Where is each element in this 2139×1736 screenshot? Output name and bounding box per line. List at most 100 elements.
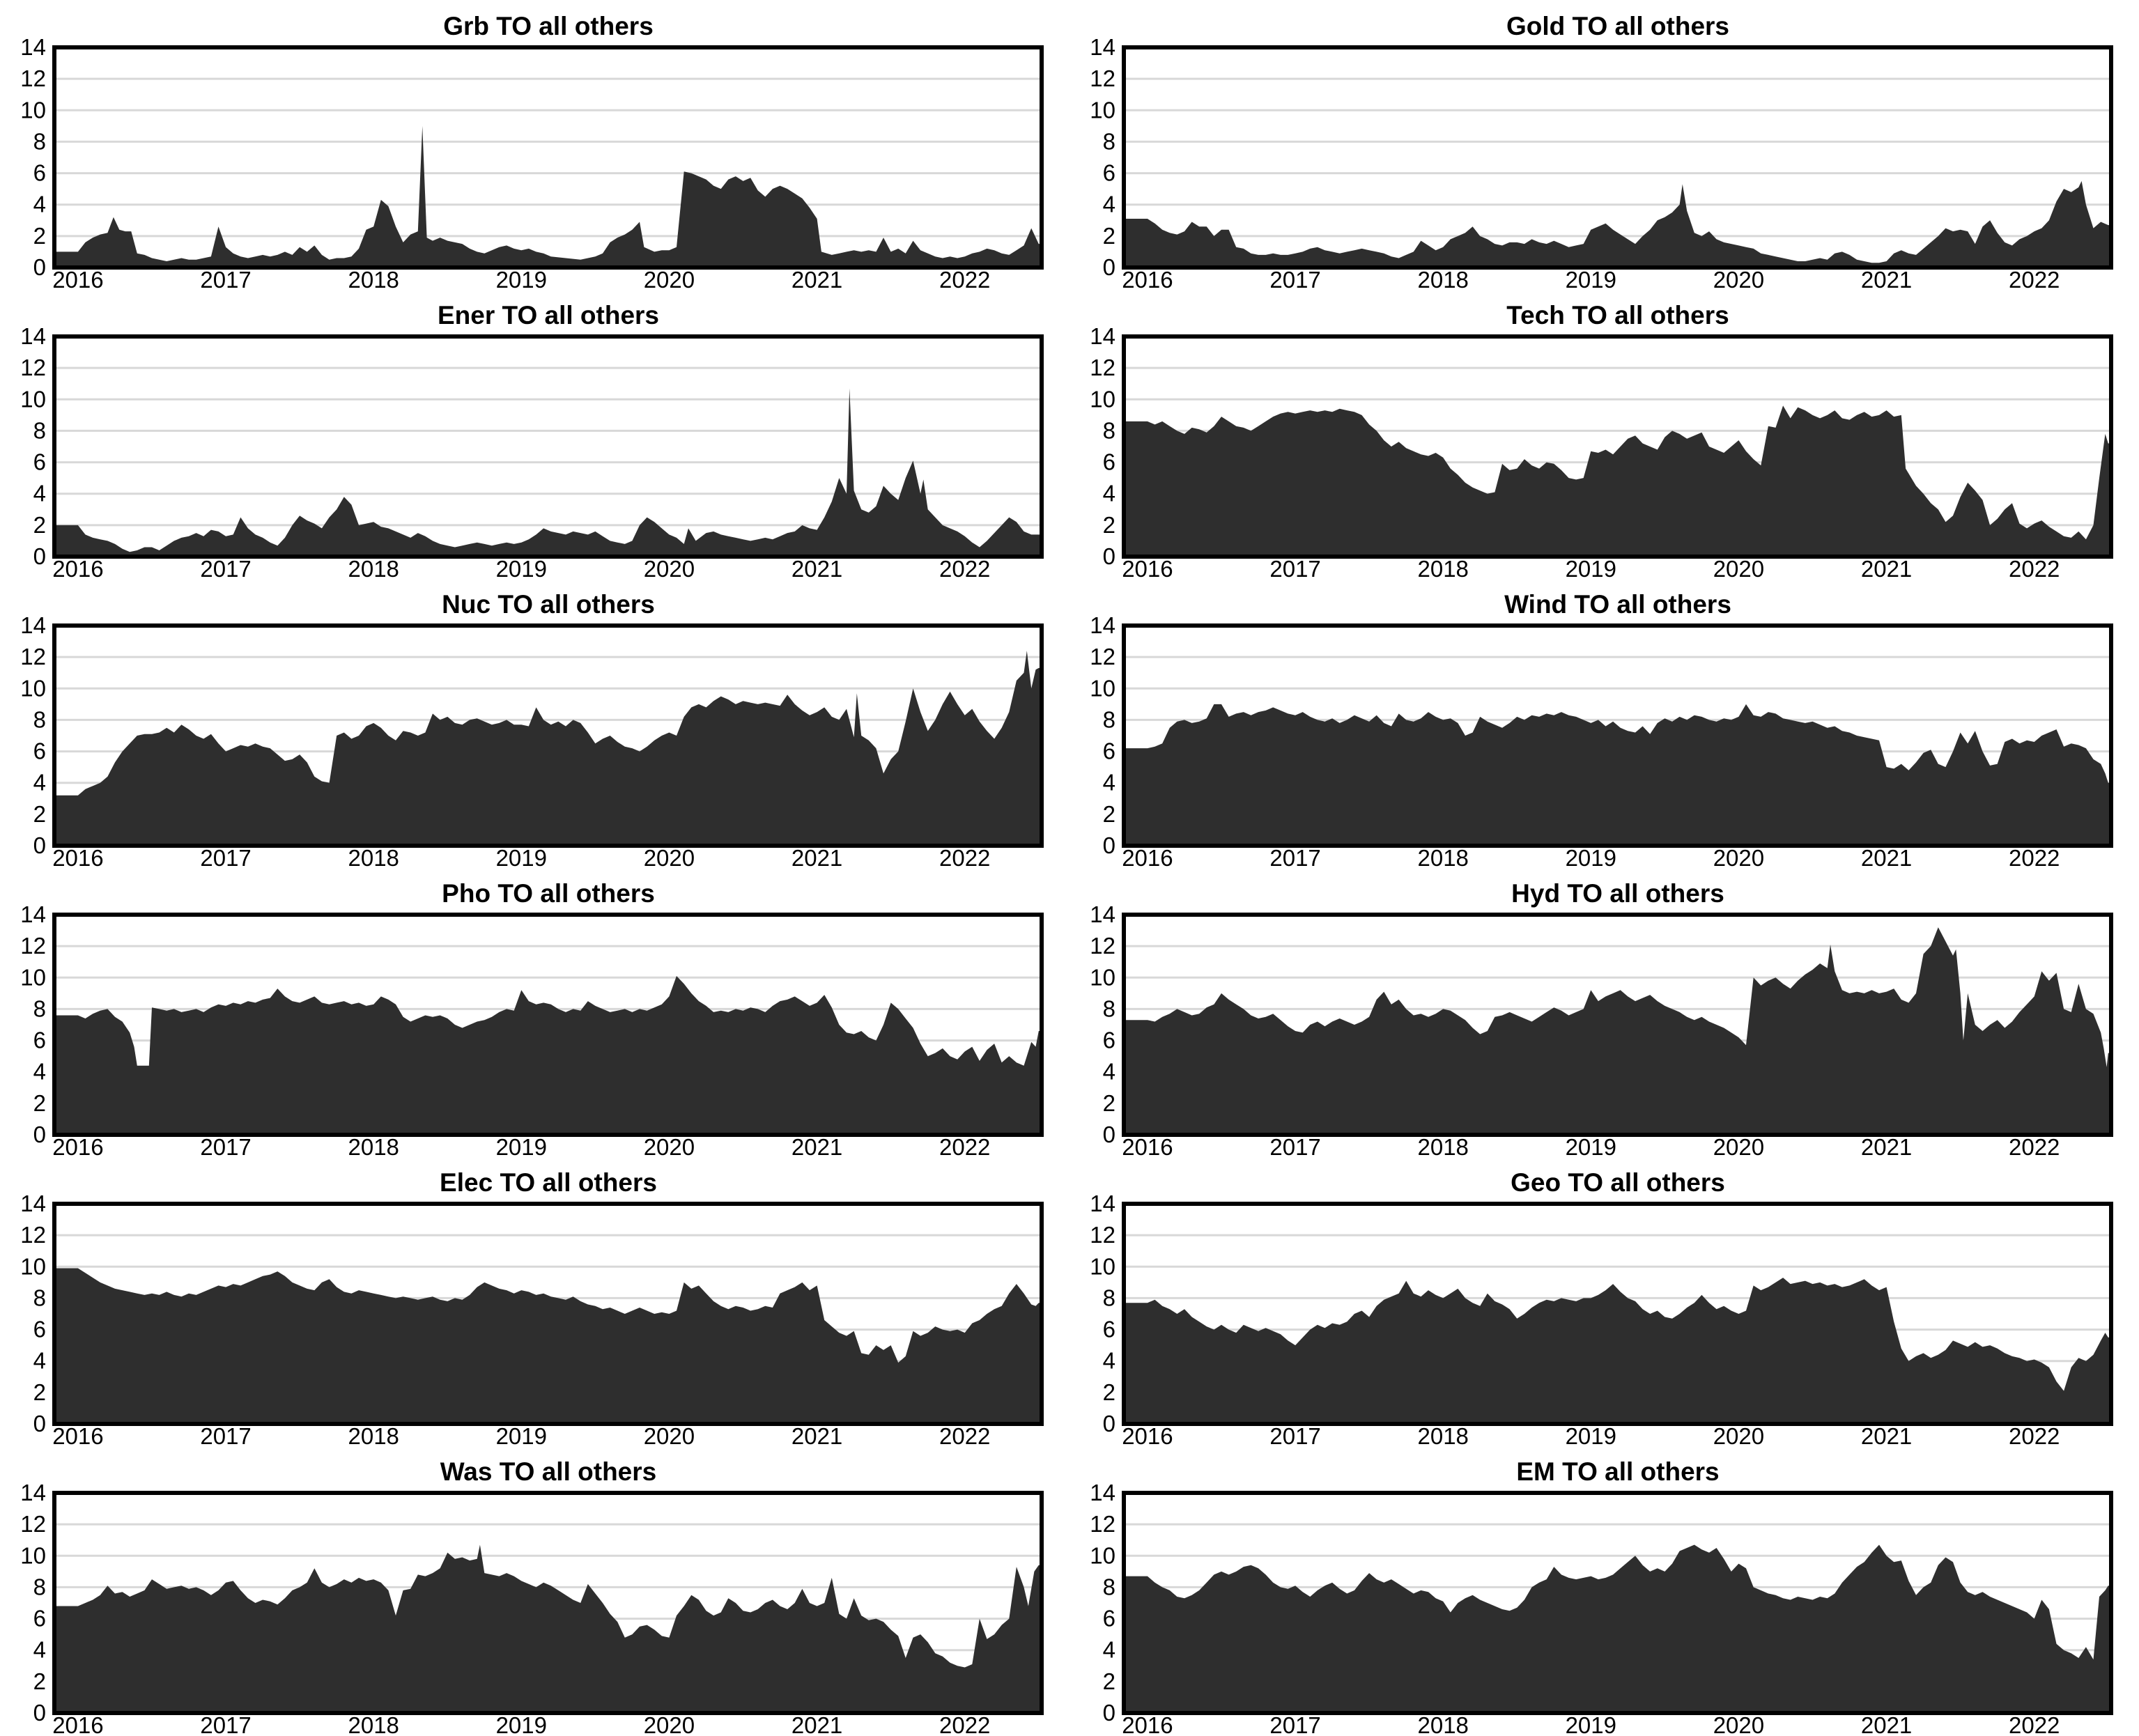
x-tick-label: 2018 — [348, 1423, 399, 1446]
y-tick-label: 14 — [1090, 1191, 1115, 1216]
x-tick-label: 2022 — [2009, 556, 2060, 578]
series-area — [1124, 927, 2111, 1135]
panel-wind: Wind TO all others 0 2 4 6 8 10 12 14 2016 2017 201… — [1070, 578, 2139, 867]
x-tick-label: 2021 — [791, 1423, 842, 1446]
gold-area-chart: Gold TO all others 0 2 4 6 8 10 12 14 2016 2017 201… — [1090, 12, 2113, 289]
x-tick-label: 2020 — [644, 1712, 695, 1735]
y-tick-label: 6 — [33, 1606, 46, 1632]
y-tick-label: 14 — [20, 612, 46, 638]
x-tick-label: 2021 — [791, 556, 842, 578]
y-tick-label: 12 — [1090, 933, 1115, 959]
y-tick-label: 2 — [1103, 223, 1115, 249]
chart-title: Wind TO all others — [1504, 590, 1731, 619]
y-tick-label: 6 — [33, 1028, 46, 1053]
y-tick-label: 14 — [20, 323, 46, 349]
panel-nuc: Nuc TO all others 0 2 4 6 8 10 12 14 2016 2017 2018… — [0, 578, 1070, 867]
y-tick-label: 14 — [20, 34, 46, 60]
x-tick-label: 2021 — [791, 845, 842, 867]
x-tick-label: 2017 — [200, 267, 251, 289]
y-tick-label: 10 — [1090, 97, 1115, 123]
x-tick-label: 2018 — [348, 845, 399, 867]
panel-was: Was TO all others 0 2 4 6 8 10 12 14 2016 2017 2018… — [0, 1446, 1070, 1735]
y-tick-label: 8 — [33, 417, 46, 443]
y-tick-label: 8 — [33, 1574, 46, 1599]
x-tick-label: 2016 — [52, 845, 103, 867]
y-tick-label: 6 — [1103, 449, 1115, 475]
x-tick-label: 2019 — [1566, 1423, 1616, 1446]
x-tick-label: 2016 — [52, 1134, 103, 1156]
y-tick-label: 12 — [20, 1222, 46, 1248]
plot-border — [52, 623, 1044, 848]
x-tick-label: 2022 — [939, 267, 990, 289]
y-tick-label: 14 — [1090, 901, 1115, 927]
y-tick-label: 0 — [33, 1122, 46, 1147]
x-tick-label: 2022 — [939, 1134, 990, 1156]
pho-area-chart: Pho TO all others 0 2 4 6 8 10 12 14 2016 2017 2018… — [20, 879, 1044, 1156]
series-area — [54, 976, 1042, 1135]
panel-hyd: Hyd TO all others 0 2 4 6 8 10 12 14 2016 2017 2018… — [1070, 867, 2139, 1156]
y-tick-label: 4 — [1103, 1637, 1115, 1663]
panel-gold: Gold TO all others 0 2 4 6 8 10 12 14 2016 2017 201… — [1070, 0, 2139, 289]
x-tick-label: 2021 — [1861, 1134, 1912, 1156]
y-tick-label: 8 — [33, 128, 46, 154]
y-tick-label: 10 — [20, 1253, 46, 1279]
x-tick-label: 2020 — [1713, 267, 1764, 289]
x-tick-label: 2022 — [939, 1423, 990, 1446]
x-tick-label: 2019 — [1566, 1712, 1616, 1735]
x-tick-label: 2021 — [1861, 1423, 1912, 1446]
chart-title: Tech TO all others — [1506, 301, 1729, 330]
panel-grb: Grb TO all others 0 2 4 6 8 10 12 14 2016 2017 2018… — [0, 0, 1070, 289]
y-tick-label: 2 — [33, 223, 46, 249]
y-tick-label: 4 — [33, 1637, 46, 1663]
series-area — [1124, 704, 2111, 846]
x-tick-label: 2019 — [496, 1423, 547, 1446]
y-tick-label: 0 — [1103, 543, 1115, 569]
series-area — [1124, 180, 2111, 268]
x-tick-label: 2017 — [200, 1134, 251, 1156]
x-tick-label: 2019 — [496, 267, 547, 289]
y-tick-label: 12 — [20, 933, 46, 959]
y-tick-label: 0 — [33, 1411, 46, 1436]
x-tick-label: 2020 — [644, 556, 695, 578]
x-tick-label: 2021 — [1861, 1712, 1912, 1735]
x-tick-label: 2017 — [200, 845, 251, 867]
x-tick-label: 2018 — [1417, 1134, 1468, 1156]
x-tick-label: 2018 — [1417, 267, 1468, 289]
y-tick-label: 8 — [1103, 1285, 1115, 1310]
y-tick-label: 8 — [1103, 1574, 1115, 1599]
y-tick-label: 8 — [1103, 417, 1115, 443]
y-tick-label: 12 — [20, 644, 46, 669]
plot-border — [52, 913, 1044, 1137]
x-tick-label: 2021 — [1861, 267, 1912, 289]
series-area — [54, 1544, 1042, 1713]
x-tick-label: 2018 — [1417, 1712, 1468, 1735]
y-tick-label: 10 — [1090, 1542, 1115, 1568]
plot-border — [52, 334, 1044, 559]
x-tick-label: 2020 — [1713, 556, 1764, 578]
geo-area-chart: Geo TO all others 0 2 4 6 8 10 12 14 2016 2017 2018… — [1090, 1168, 2113, 1446]
ener-area-chart: Ener TO all others 0 2 4 6 8 10 12 14 2016 2017 201… — [20, 301, 1044, 578]
y-tick-label: 0 — [1103, 254, 1115, 280]
y-tick-label: 2 — [33, 512, 46, 538]
y-tick-label: 8 — [33, 1285, 46, 1310]
y-tick-label: 14 — [20, 1480, 46, 1505]
y-tick-label: 12 — [20, 355, 46, 380]
chart-title: Elec TO all others — [440, 1168, 657, 1197]
y-tick-label: 6 — [33, 1317, 46, 1342]
x-tick-label: 2020 — [644, 845, 695, 867]
x-tick-label: 2022 — [2009, 267, 2060, 289]
y-tick-label: 2 — [33, 801, 46, 827]
x-tick-label: 2016 — [1122, 1134, 1173, 1156]
y-tick-label: 8 — [1103, 128, 1115, 154]
y-tick-label: 8 — [1103, 995, 1115, 1021]
x-tick-label: 2020 — [1713, 1134, 1764, 1156]
y-tick-label: 12 — [1090, 1511, 1115, 1537]
y-tick-label: 0 — [33, 543, 46, 569]
y-tick-label: 10 — [20, 386, 46, 412]
y-tick-label: 6 — [33, 738, 46, 764]
nuc-area-chart: Nuc TO all others 0 2 4 6 8 10 12 14 2016 2017 2018… — [20, 590, 1044, 867]
x-tick-label: 2021 — [791, 1712, 842, 1735]
x-tick-label: 2022 — [2009, 1712, 2060, 1735]
x-tick-label: 2016 — [52, 1423, 103, 1446]
